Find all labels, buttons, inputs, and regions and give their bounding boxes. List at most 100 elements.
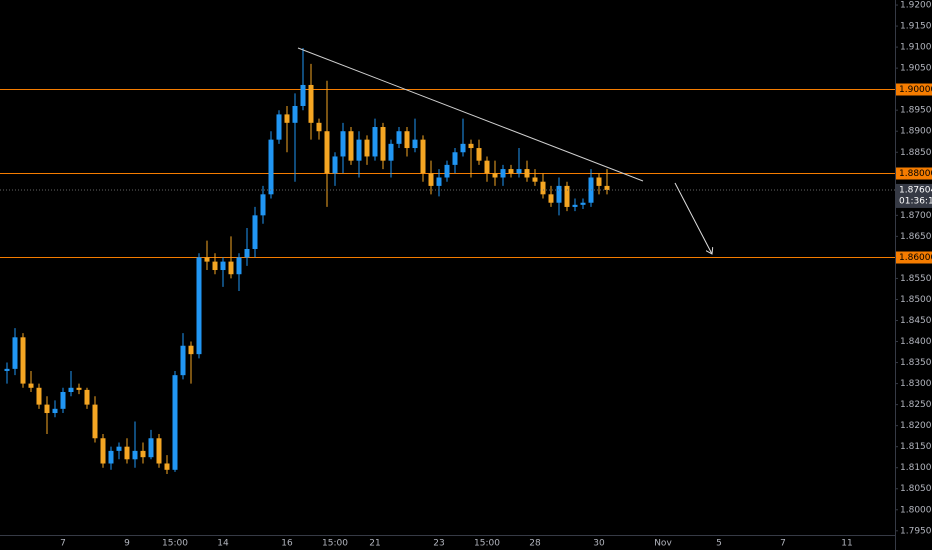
y-tick-label: 1.85500 bbox=[900, 274, 932, 284]
y-tick-label: 1.84500 bbox=[900, 316, 932, 326]
candle-body bbox=[220, 261, 226, 271]
candle-body bbox=[196, 257, 202, 355]
candle-body bbox=[372, 127, 378, 157]
candle-body bbox=[388, 143, 394, 161]
candle-body bbox=[404, 131, 410, 149]
candle-body bbox=[364, 139, 370, 157]
candle-body bbox=[252, 215, 258, 249]
candle-body bbox=[172, 375, 178, 470]
candle-body bbox=[20, 337, 26, 384]
y-tick-label: 1.89500 bbox=[900, 106, 932, 116]
candle-body bbox=[204, 257, 210, 262]
x-tick-label: 21 bbox=[369, 539, 380, 549]
level-label-bg bbox=[896, 251, 932, 264]
candle-body bbox=[260, 194, 266, 216]
candle-body bbox=[164, 463, 170, 470]
candle-body bbox=[124, 446, 130, 460]
candle-body bbox=[428, 173, 434, 186]
level-label-bg bbox=[896, 167, 932, 180]
candle-body bbox=[28, 383, 34, 388]
x-tick-label: 15:00 bbox=[322, 539, 348, 549]
candle-body bbox=[532, 177, 538, 182]
x-tick-label: 23 bbox=[433, 539, 444, 549]
arrow bbox=[674, 182, 712, 254]
candle-body bbox=[300, 84, 306, 106]
level-label: 1.86000 bbox=[899, 253, 932, 263]
y-tick-label: 1.80000 bbox=[900, 505, 932, 515]
candle-body bbox=[212, 261, 218, 271]
candle-body bbox=[492, 173, 498, 178]
candle-body bbox=[564, 185, 570, 207]
y-tick-label: 1.81500 bbox=[900, 442, 932, 452]
y-tick-label: 1.83000 bbox=[900, 379, 932, 389]
trend-line bbox=[297, 47, 644, 182]
y-tick-label: 1.85000 bbox=[900, 295, 932, 305]
candle-body bbox=[420, 139, 426, 174]
y-tick-label: 1.82500 bbox=[900, 400, 932, 410]
level-label-bg bbox=[896, 83, 932, 96]
candle-body bbox=[4, 368, 10, 371]
candle-body bbox=[156, 438, 162, 464]
y-tick-label: 1.84000 bbox=[900, 337, 932, 347]
y-tick-label: 1.82000 bbox=[900, 421, 932, 431]
x-tick-label: 11 bbox=[841, 539, 852, 549]
last-price-label: 1.87604 bbox=[899, 185, 932, 195]
candle-body bbox=[68, 387, 74, 392]
y-tick-label: 1.83500 bbox=[900, 358, 932, 368]
candle-body bbox=[92, 404, 98, 439]
candle-body bbox=[76, 387, 82, 390]
y-tick-label: 1.80500 bbox=[900, 484, 932, 494]
y-tick-label: 1.79500 bbox=[900, 526, 932, 536]
x-tick-label: 16 bbox=[281, 539, 293, 549]
candle-body bbox=[324, 131, 330, 174]
x-tick-label: 28 bbox=[529, 539, 541, 549]
candle-body bbox=[436, 177, 442, 186]
x-tick-label: 7 bbox=[60, 539, 66, 549]
x-tick-label: 7 bbox=[780, 539, 786, 549]
candle-body bbox=[540, 181, 546, 195]
candle-body bbox=[500, 169, 506, 178]
y-tick-label: 1.86500 bbox=[900, 232, 932, 242]
candle-body bbox=[108, 450, 114, 464]
candle-body bbox=[132, 450, 138, 460]
candle-body bbox=[332, 156, 338, 174]
candle-body bbox=[188, 345, 194, 355]
candle-body bbox=[236, 257, 242, 275]
candle-body bbox=[524, 169, 530, 178]
candle-body bbox=[396, 131, 402, 144]
candle-body bbox=[228, 261, 234, 275]
candle-body bbox=[508, 169, 514, 174]
candle-body bbox=[276, 114, 282, 140]
candle-body bbox=[340, 131, 346, 157]
x-tick-label: 15:00 bbox=[162, 539, 188, 549]
candle-body bbox=[580, 202, 586, 205]
y-tick-label: 1.90500 bbox=[900, 64, 932, 74]
x-tick-label: 9 bbox=[124, 539, 130, 549]
candle-body bbox=[284, 114, 290, 123]
candle-body bbox=[452, 152, 458, 165]
y-tick-label: 1.89000 bbox=[900, 127, 932, 137]
candle-body bbox=[476, 148, 482, 161]
level-label: 1.90000 bbox=[899, 85, 932, 95]
candle-body bbox=[348, 131, 354, 161]
candle-body bbox=[12, 337, 18, 369]
candle-body bbox=[412, 139, 418, 149]
candle-body bbox=[292, 105, 298, 123]
candle-body bbox=[180, 345, 186, 376]
candle-body bbox=[140, 450, 146, 458]
x-tick-label: 5 bbox=[716, 539, 722, 549]
candle-body bbox=[84, 389, 90, 405]
candle-body bbox=[52, 408, 58, 414]
plot bbox=[0, 47, 895, 475]
candle-body bbox=[308, 84, 314, 123]
y-tick-label: 1.88500 bbox=[900, 148, 932, 158]
level-label: 1.88000 bbox=[899, 169, 932, 179]
candle-body bbox=[60, 391, 66, 409]
candle-body bbox=[268, 139, 274, 195]
axes: 1.79500 1.80000 1.80500 1.81000 1.81500 1.820… bbox=[60, 1, 932, 549]
candle-body bbox=[116, 446, 122, 451]
candle-body bbox=[468, 143, 474, 149]
candle-body bbox=[556, 185, 562, 203]
y-tick-label: 1.92000 bbox=[900, 1, 932, 11]
